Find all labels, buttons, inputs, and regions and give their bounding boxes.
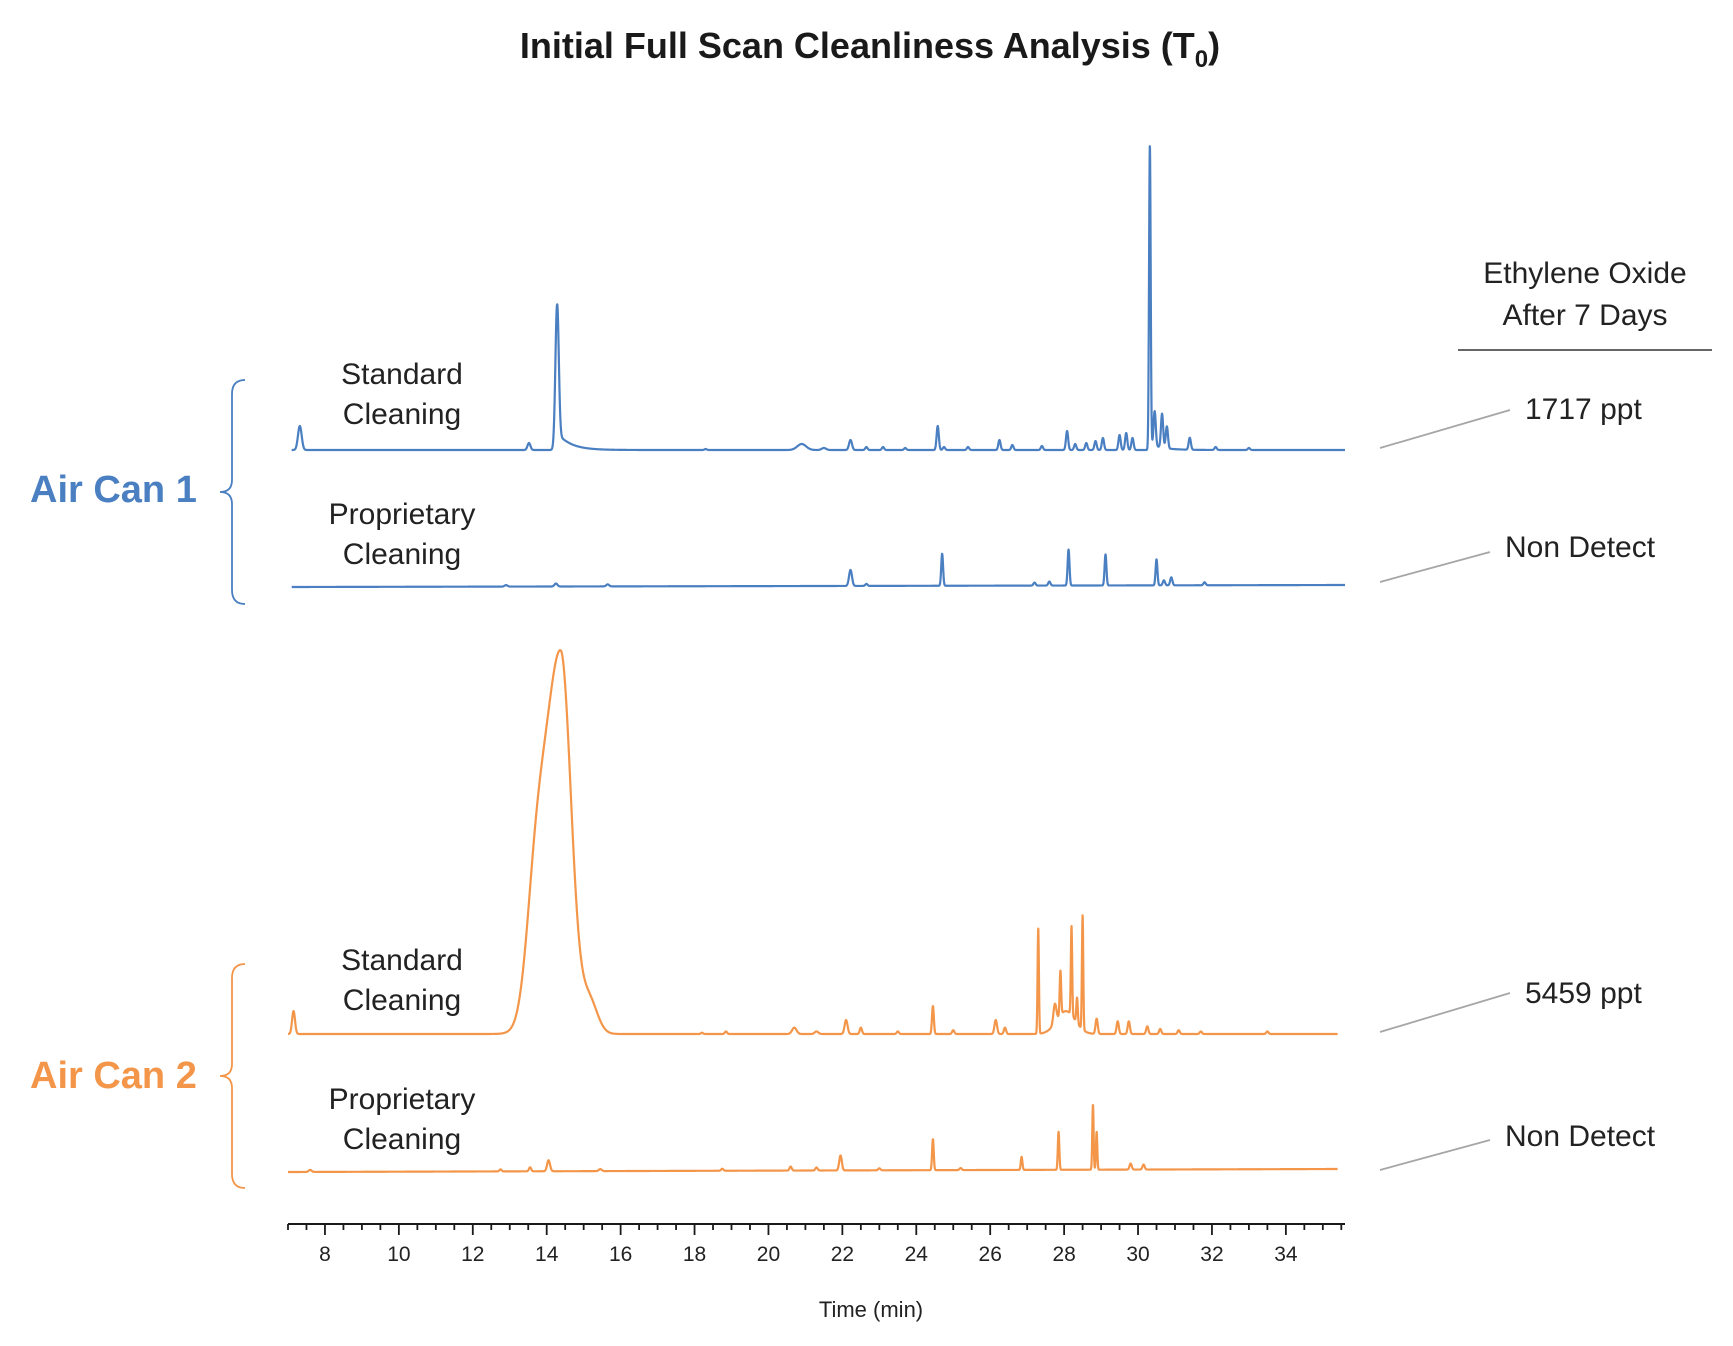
trace-can2-proprietary: [287, 1103, 1339, 1174]
x-tick-label: 18: [683, 1243, 706, 1266]
series-label-can2-standard-line2: Cleaning: [343, 984, 461, 1017]
series-label-can2-proprietary-line1: Proprietary: [329, 1083, 476, 1116]
x-tick-label: 14: [535, 1243, 559, 1266]
leader-can2-standard: [1379, 992, 1511, 1033]
leader-can1-proprietary: [1379, 551, 1491, 583]
series-label-can2-standard-line1: Standard: [341, 944, 463, 977]
x-tick-label: 32: [1200, 1243, 1223, 1266]
x-tick-label: 8: [319, 1243, 331, 1266]
x-tick-label: 12: [461, 1243, 484, 1266]
trace-can1-standard: [290, 145, 1346, 452]
chart-title-subscript: 0: [1195, 46, 1208, 73]
eo-result-can1-proprietary: Non Detect: [1505, 531, 1656, 564]
group-label-air-can-1: Air Can 1: [30, 469, 197, 511]
x-tick-label: 28: [1052, 1243, 1075, 1266]
x-tick-label: 30: [1126, 1243, 1149, 1266]
eo-header-line-2: After 7 Days: [1502, 299, 1667, 332]
eo-result-can1-standard: 1717 ppt: [1525, 393, 1642, 426]
series-label-can1-standard-line2: Cleaning: [343, 398, 461, 431]
x-tick-label: 22: [831, 1243, 854, 1266]
brace-air-can-1: [219, 379, 246, 605]
brace-air-can-2: [219, 963, 246, 1189]
eo-header-line-1: Ethylene Oxide: [1483, 257, 1686, 290]
x-tick-label: 34: [1274, 1243, 1298, 1266]
eo-result-can2-standard: 5459 ppt: [1525, 977, 1642, 1010]
x-axis-label: Time (min): [819, 1297, 923, 1322]
chart-title: Initial Full Scan Cleanliness Analysis (…: [520, 25, 1220, 73]
eo-result-can2-proprietary: Non Detect: [1505, 1120, 1656, 1153]
x-tick-label: 16: [609, 1243, 632, 1266]
series-label-can1-proprietary-line2: Cleaning: [343, 538, 461, 571]
x-axis: 8 10 12 14 16 18 20 22 24 26 28 30 32 34: [287, 1223, 1345, 1266]
trace-can2-standard: [287, 649, 1339, 1036]
x-tick-label: 26: [979, 1243, 1002, 1266]
trace-can1-proprietary: [290, 548, 1346, 589]
leader-can1-standard: [1379, 409, 1511, 449]
x-tick-label: 24: [905, 1243, 929, 1266]
series-label-can1-proprietary-line1: Proprietary: [329, 498, 476, 531]
series-label-can2-proprietary-line2: Cleaning: [343, 1123, 461, 1156]
leader-can2-proprietary: [1379, 1139, 1491, 1171]
group-label-air-can-2: Air Can 2: [30, 1055, 197, 1097]
series-label-can1-standard-line1: Standard: [341, 358, 463, 391]
x-tick-label: 20: [757, 1243, 780, 1266]
x-tick-label: 10: [387, 1243, 410, 1266]
chart-title-main: Initial Full Scan Cleanliness Analysis (…: [520, 25, 1195, 66]
chart-title-close: ): [1208, 25, 1220, 66]
